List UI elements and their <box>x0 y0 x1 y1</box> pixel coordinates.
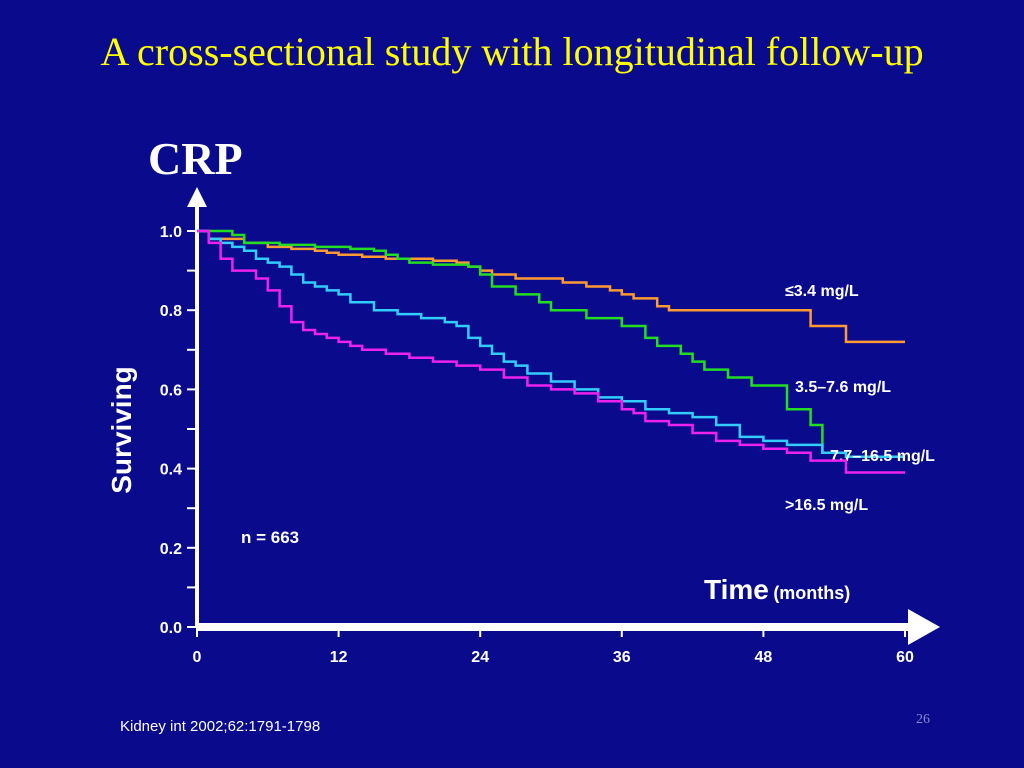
series-label-1: 3.5–7.6 mg/L <box>795 379 891 396</box>
x-axis-label-unit: (months) <box>773 583 851 603</box>
y-tick-label: 1.0 <box>160 224 182 241</box>
series-label-3: >16.5 mg/L <box>785 497 868 514</box>
page-number: 26 <box>916 712 930 727</box>
x-tick-label: 0 <box>193 649 202 666</box>
chart-subtitle: CRP <box>148 133 243 184</box>
y-axis-label: Surviving <box>106 366 137 494</box>
x-tick-label: 24 <box>471 649 489 666</box>
x-tick-label: 36 <box>613 649 631 666</box>
y-tick-label: 0.2 <box>160 541 182 558</box>
y-tick-label: 0.4 <box>160 462 182 479</box>
x-axis-label-main: Time <box>704 574 769 605</box>
series-line-2 <box>197 229 905 458</box>
slide-title: A cross-sectional study with longitudina… <box>100 29 924 74</box>
y-tick-label: 0.0 <box>160 620 182 637</box>
x-tick-label: 48 <box>755 649 773 666</box>
y-tick-label: 0.8 <box>160 303 182 320</box>
x-tick-label: 12 <box>330 649 348 666</box>
x-axis-arrow <box>908 609 940 645</box>
x-tick-label: 60 <box>896 649 914 666</box>
sample-size-note: n = 663 <box>241 528 300 547</box>
series-label-0: ≤3.4 mg/L <box>785 283 859 300</box>
x-axis-label: Time (months) <box>704 574 850 606</box>
citation: Kidney int 2002;62:1791-1798 <box>120 718 321 735</box>
series-label-2: 7.7–16.5 mg/L <box>830 448 935 465</box>
y-axis-arrow <box>187 187 207 207</box>
y-tick-label: 0.6 <box>160 382 182 399</box>
series-line-1 <box>197 229 905 458</box>
series-line-3 <box>197 229 905 474</box>
